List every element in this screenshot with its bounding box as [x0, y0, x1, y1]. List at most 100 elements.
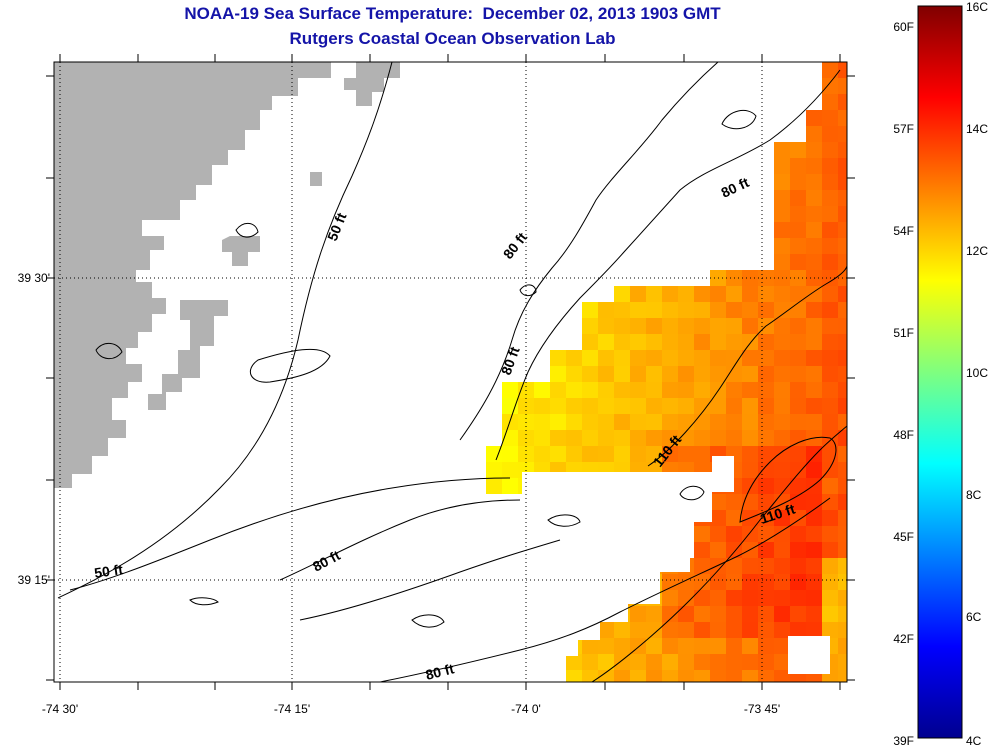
- sst-pixel: [790, 574, 806, 590]
- sst-pixel: [710, 350, 726, 366]
- sst-pixel: [678, 590, 694, 606]
- sst-pixel: [630, 654, 646, 670]
- sst-pixel: [774, 654, 790, 670]
- y-tick-label: 39 15': [18, 573, 50, 587]
- sst-pixel: [598, 414, 614, 430]
- sst-pixel: [662, 302, 678, 318]
- sst-pixel: [742, 382, 758, 398]
- sst-pixel: [630, 366, 646, 382]
- sst-pixel: [822, 318, 838, 334]
- sst-pixel: [662, 654, 678, 670]
- sst-pixel: [678, 446, 694, 462]
- sst-pixel: [790, 542, 806, 558]
- sst-pixel: [614, 382, 630, 398]
- sst-pixel: [646, 430, 662, 446]
- sst-pixel: [710, 526, 726, 542]
- sst-pixel: [598, 318, 614, 334]
- sst-pixel: [806, 206, 822, 222]
- contour-80ft-line: [299, 539, 561, 621]
- sst-pixel: [838, 142, 847, 158]
- sst-pixel: [662, 622, 678, 638]
- land-mass: [310, 172, 322, 186]
- sst-pixel: [774, 478, 790, 494]
- sst-pixel: [822, 142, 838, 158]
- sst-pixel: [614, 670, 630, 682]
- sst-pixel: [774, 366, 790, 382]
- colorbar-c-label: 12C: [966, 244, 988, 258]
- sst-pixel: [790, 382, 806, 398]
- sst-pixel: [646, 334, 662, 350]
- sst-pixel: [790, 222, 806, 238]
- sst-pixel: [630, 334, 646, 350]
- colorbar-c-label: 10C: [966, 366, 988, 380]
- contour-80ft-line: [379, 497, 831, 682]
- sst-pixel: [646, 286, 662, 302]
- colorbar-f-label: 60F: [893, 20, 914, 34]
- sst-pixel: [806, 446, 822, 462]
- sst-pixel: [566, 446, 582, 462]
- sst-pixel: [774, 286, 790, 302]
- sst-pixel: [822, 510, 838, 526]
- sst-pixel: [630, 350, 646, 366]
- sst-pixel: [758, 590, 774, 606]
- sst-pixel: [678, 302, 694, 318]
- sst-pixel: [694, 606, 710, 622]
- sst-pixel: [806, 510, 822, 526]
- sst-pixel: [838, 334, 847, 350]
- sst-pixel: [822, 158, 838, 174]
- sst-pixel: [822, 190, 838, 206]
- sst-pixel: [598, 366, 614, 382]
- sst-pixel: [806, 126, 822, 142]
- sst-pixel: [758, 350, 774, 366]
- sst-pixel: [742, 670, 758, 682]
- sst-pixel: [646, 670, 662, 682]
- sst-pixel: [790, 622, 806, 638]
- sst-pixel: [790, 302, 806, 318]
- colorbar-f-label: 57F: [893, 122, 914, 136]
- sst-pixel: [822, 174, 838, 190]
- sst-pixel: [838, 366, 847, 382]
- y-tick-label: 39 30': [18, 271, 50, 285]
- sst-pixel: [774, 334, 790, 350]
- sst-pixel: [774, 222, 790, 238]
- sst-pixel: [838, 350, 847, 366]
- no-data-patch: [788, 636, 830, 674]
- sst-pixel: [790, 366, 806, 382]
- sst-pixel: [838, 126, 847, 142]
- sst-pixel: [822, 302, 838, 318]
- sst-pixel: [582, 382, 598, 398]
- sst-pixel: [630, 430, 646, 446]
- sst-pixel: [742, 430, 758, 446]
- sst-pixel: [726, 558, 742, 574]
- sst-pixel: [566, 670, 582, 682]
- colorbar-celsius-labels: 16C 14C 12C 10C 8C 6C 4C: [966, 0, 988, 748]
- sst-pixel: [838, 430, 847, 446]
- sst-pixel: [694, 366, 710, 382]
- sst-pixel: [822, 590, 838, 606]
- sst-pixel: [710, 558, 726, 574]
- sst-pixel: [630, 286, 646, 302]
- sst-pixel: [806, 174, 822, 190]
- sst-pixel: [838, 462, 847, 478]
- sst-pixel: [614, 414, 630, 430]
- sst-pixel: [774, 302, 790, 318]
- sst-pixel: [566, 366, 582, 382]
- sst-pixel: [710, 430, 726, 446]
- sst-pixel: [694, 318, 710, 334]
- sst-pixel: [726, 494, 742, 510]
- sst-pixel: [790, 158, 806, 174]
- contour-110ft-line: [739, 436, 837, 523]
- sst-pixel: [806, 574, 822, 590]
- sst-pixel: [646, 302, 662, 318]
- colorbar-f-label: 45F: [893, 530, 914, 544]
- sst-pixel: [710, 286, 726, 302]
- sst-pixel: [598, 670, 614, 682]
- sst-pixel: [662, 286, 678, 302]
- title-line-2: Rutgers Coastal Ocean Observation Lab: [289, 29, 616, 48]
- sst-pixel: [790, 286, 806, 302]
- sst-pixel: [534, 430, 550, 446]
- sst-pixel: [838, 446, 847, 462]
- sst-pixel: [614, 350, 630, 366]
- colorbar-f-label: 48F: [893, 428, 914, 442]
- x-tick-label: -74 30': [42, 702, 78, 716]
